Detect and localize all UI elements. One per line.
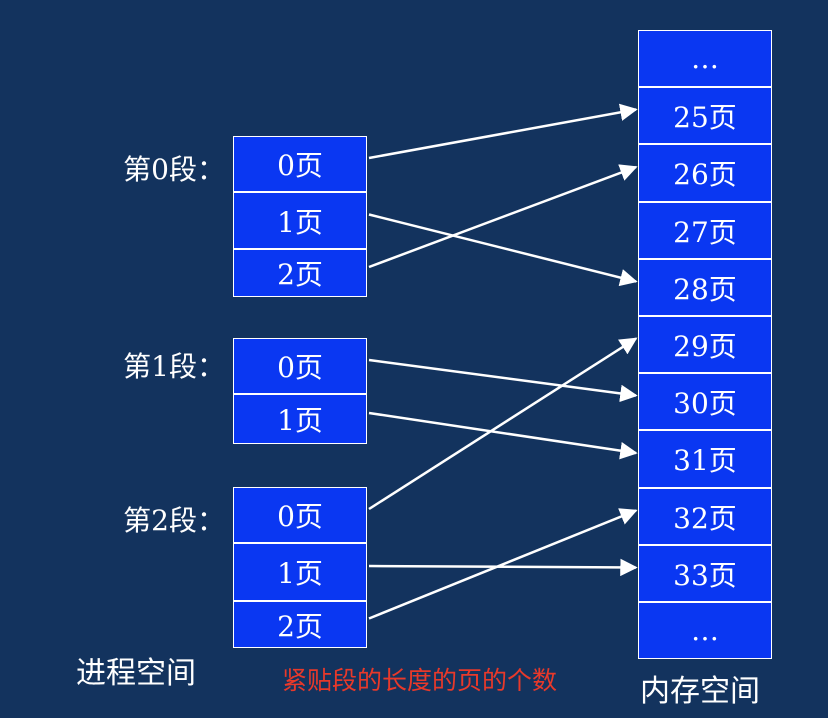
memory-frame-cell: … [638, 602, 772, 659]
memory-frame-cell: 28页 [638, 259, 772, 316]
segment-page-cell: 1页 [233, 394, 367, 444]
memory-frame-cell: … [638, 30, 772, 87]
segment-page-cell: 2页 [233, 249, 367, 297]
mapping-arrow [368, 411, 638, 460]
mapping-arrow [368, 164, 638, 269]
memory-frame-cell: 29页 [638, 316, 772, 373]
mapping-arrow [368, 103, 638, 160]
mapping-arrow [368, 508, 638, 620]
mapping-arrow [368, 358, 638, 403]
memory-frame-cell: 33页 [638, 545, 772, 602]
mapping-arrow [368, 337, 638, 511]
segment-page-cell: 0页 [233, 338, 367, 394]
segment-page-cell: 1页 [233, 543, 367, 601]
memory-frame-cell: 27页 [638, 202, 772, 259]
segment-page-cell: 0页 [233, 136, 367, 192]
segment-length-note: 紧贴段的长度的页的个数 [282, 666, 558, 695]
process-space-caption: 进程空间 [76, 656, 196, 691]
memory-frame-cell: 31页 [638, 430, 772, 488]
segment-label: 第2段： [123, 504, 225, 537]
mapping-arrow [368, 213, 638, 287]
memory-space-caption: 内存空间 [640, 674, 760, 709]
segment-page-cell: 0页 [233, 487, 367, 543]
segment-page-cell: 2页 [233, 601, 367, 648]
segment-label: 第1段： [123, 350, 225, 383]
memory-frame-cell: 30页 [638, 373, 772, 430]
memory-frame-cell: 32页 [638, 488, 772, 545]
mapping-arrow [368, 558, 638, 577]
arrows-layer [368, 103, 638, 620]
memory-frame-cell: 25页 [638, 87, 772, 144]
segment-label: 第0段： [123, 153, 225, 186]
segment-page-cell: 1页 [233, 192, 367, 249]
memory-frame-cell: 26页 [638, 144, 772, 202]
